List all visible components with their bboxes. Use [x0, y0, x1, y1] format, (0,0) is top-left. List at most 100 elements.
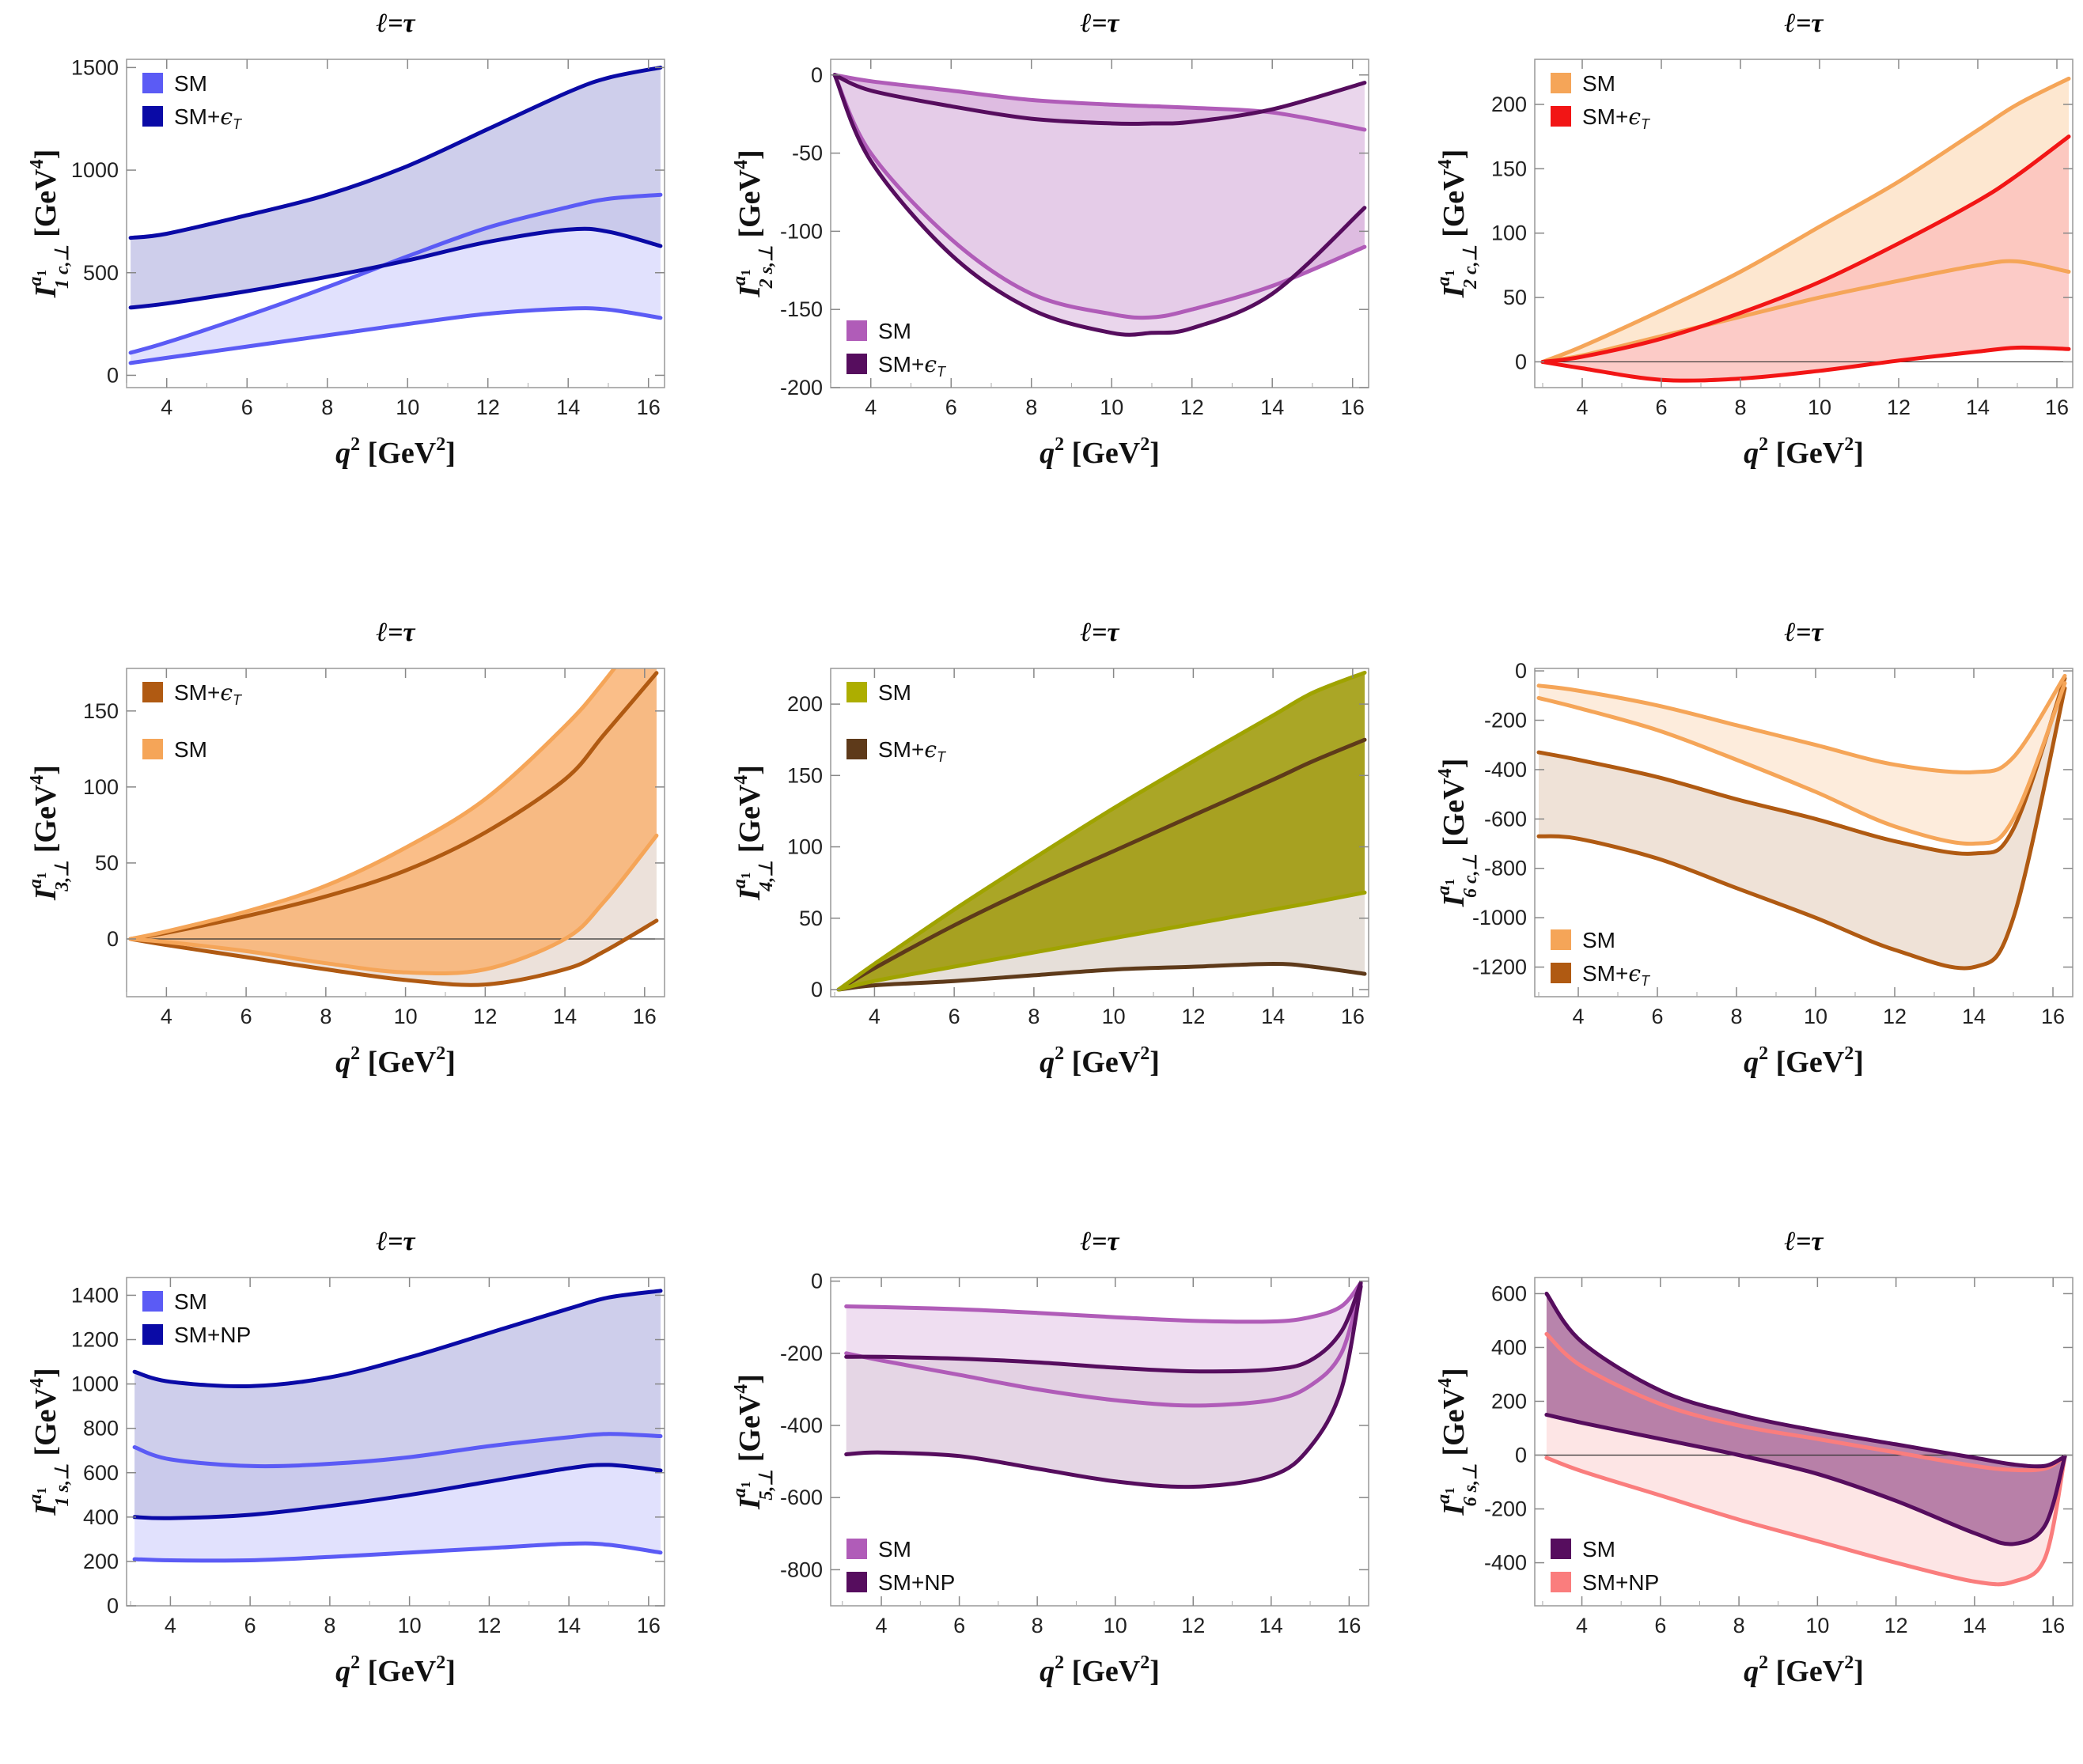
x-axis-label-unit: [GeV [1064, 437, 1141, 470]
curve-lower-0 [832, 73, 1367, 320]
legend-label-0: SM+ϵT [174, 679, 243, 708]
legend-swatch-0 [1551, 1539, 1571, 1559]
curve-lower-0 [128, 918, 659, 987]
x-axis-label-unit-exp: 2 [1844, 434, 1854, 455]
x-axis-label-unit-end: ] [1854, 1046, 1864, 1079]
legend-label-0: SM [1582, 928, 1615, 952]
x-tick-label: 4 [865, 396, 877, 419]
x-axis-label-exp: 2 [350, 434, 360, 455]
curve-lower-1 [844, 1284, 1363, 1490]
x-axis-label-exp: 2 [1759, 434, 1768, 455]
y-axis-label-unit-exp: 4 [27, 159, 47, 168]
x-axis-label-unit-end: ] [1854, 437, 1864, 470]
y-tick-label: -1200 [1472, 956, 1527, 979]
y-tick-label: 200 [787, 692, 823, 716]
legend-label-sub: T [937, 364, 947, 380]
x-tick-label: 8 [324, 1614, 335, 1637]
y-tick-label: 800 [83, 1417, 119, 1440]
legend-swatch-0 [846, 1539, 867, 1559]
y-axis-label-sup: a [729, 879, 750, 888]
y-axis-label-unit: [GeV [1437, 778, 1471, 854]
legend-label-0: SM [1582, 1537, 1615, 1561]
x-axis-label-unit-end: ] [1149, 1655, 1160, 1688]
x-tick-label: 14 [556, 396, 580, 419]
y-tick-label: 0 [1515, 350, 1527, 373]
chart-title: ℓ=τ [1785, 1227, 1824, 1256]
curve-upper-0 [844, 1281, 1363, 1324]
plot-frame [1534, 668, 2074, 997]
y-tick-label: 1000 [71, 1372, 119, 1396]
x-axis-label-unit-exp: 2 [1844, 1652, 1854, 1673]
x-axis-label-var: q [335, 437, 350, 470]
legend-swatch-1 [1551, 963, 1571, 983]
x-tick-label: 12 [473, 1005, 497, 1028]
legend-label-1: SM+ϵT [878, 351, 947, 380]
x-axis-label-unit-exp: 2 [1140, 1652, 1149, 1673]
x-axis-label: q2 [GeV2] [335, 1652, 456, 1688]
plot-area [1535, 1291, 2073, 1587]
y-axis-label-unit-exp: 4 [27, 775, 47, 785]
x-tick-label: 4 [1576, 396, 1588, 419]
curve-upper-1 [832, 73, 1367, 127]
x-tick-label: 16 [637, 396, 661, 419]
y-tick-label: 50 [1503, 286, 1527, 309]
y-axis-label-sub: 6 s,⊥ [1460, 1463, 1481, 1506]
curve-upper-1 [1536, 673, 2067, 774]
x-axis-label: q2 [GeV2] [1744, 434, 1864, 470]
x-tick-label: 4 [1576, 1614, 1588, 1637]
x-axis-label-var: q [335, 1046, 350, 1079]
x-tick-label: 16 [637, 1614, 661, 1637]
y-axis-label-unit-end: ] [733, 765, 767, 775]
y-tick-label: 200 [1491, 93, 1527, 116]
chart-title: ℓ=τ [1081, 618, 1120, 647]
y-axis-label: Ia1 3,⊥ [GeV4] [25, 765, 73, 901]
x-axis-label-var: q [1744, 1046, 1759, 1079]
x-axis-label-unit: [GeV [360, 1046, 437, 1079]
curve-upper-1 [1540, 134, 2071, 364]
y-tick-label: 0 [107, 1594, 119, 1618]
curve-lower-1 [128, 833, 659, 976]
y-tick-label: 100 [787, 835, 823, 859]
x-axis-label-unit-end: ] [1149, 1046, 1160, 1079]
curve-lower-1 [1544, 1413, 2067, 1546]
x-tick-label: 16 [1337, 1614, 1361, 1637]
x-tick-label: 16 [2045, 396, 2069, 419]
y-axis-label-sup: a [25, 879, 46, 888]
y-axis-label-var: I [1437, 894, 1471, 907]
y-tick-label: 1400 [71, 1283, 119, 1307]
band-sm-1 [1546, 1293, 2066, 1545]
legend-label-epsilon: ϵ [220, 679, 233, 706]
x-tick-label: 12 [1887, 396, 1911, 419]
legend-label-sub: T [937, 749, 947, 765]
y-tick-label: 100 [83, 775, 119, 799]
x-tick-label: 8 [1733, 1614, 1745, 1637]
legend-swatch-1 [846, 1572, 867, 1592]
x-axis-label-var: q [1744, 1655, 1759, 1688]
x-tick-label: 6 [945, 396, 957, 419]
legend-label-sub: T [233, 692, 243, 708]
curve-lower-1 [132, 1463, 663, 1520]
chart-title: ℓ=τ [377, 1227, 416, 1256]
x-tick-label: 10 [1805, 1614, 1829, 1637]
x-axis-label-exp: 2 [1055, 1652, 1064, 1673]
x-tick-label: 16 [633, 1005, 657, 1028]
x-tick-label: 14 [1966, 396, 1990, 419]
legend-label-1: SM+ϵT [1582, 960, 1651, 989]
x-tick-label: 12 [476, 396, 500, 419]
x-tick-label: 6 [241, 396, 253, 419]
x-tick-label: 8 [321, 396, 333, 419]
y-axis-label-sup: a [729, 276, 750, 286]
y-axis-label-supsub: 1 [738, 1482, 753, 1489]
x-tick-label: 8 [1032, 1614, 1043, 1637]
x-axis-label: q2 [GeV2] [335, 434, 456, 470]
y-axis-label-sup: a [25, 1494, 46, 1504]
legend-label-0: SM [878, 319, 911, 343]
legend-swatch-1 [1551, 106, 1571, 127]
figure-grid: ℓ=τ 4 6 8 10 12 14 16 0 500 1000 1500 q2 [GeV2] Ia1 1 … [25, 9, 2074, 1688]
y-tick-label: 150 [1491, 157, 1527, 180]
legend-label-1: SM+ϵT [174, 104, 243, 132]
x-axis-label-exp: 2 [1759, 1652, 1768, 1673]
plot-frame [126, 668, 665, 997]
